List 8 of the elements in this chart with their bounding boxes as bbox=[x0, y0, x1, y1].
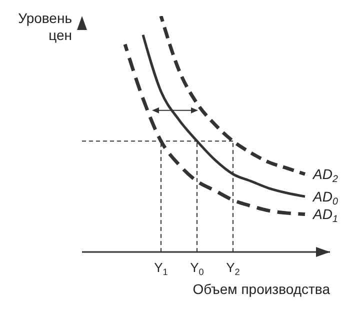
series-label: AD$_{2}$ bbox=[312, 166, 338, 186]
x-tick-label: Y$_{2}$ bbox=[226, 260, 240, 277]
x-tick-label: Y$_{0}$ bbox=[190, 260, 204, 277]
series-label: AD$_{1}$ bbox=[312, 206, 338, 226]
y-axis-title: Уровень цен bbox=[17, 10, 72, 44]
x-tick-label: Y$_{1}$ bbox=[154, 260, 168, 277]
series-label: AD$_{0}$ bbox=[312, 188, 338, 208]
x-axis-title: Объем производства bbox=[192, 281, 330, 297]
